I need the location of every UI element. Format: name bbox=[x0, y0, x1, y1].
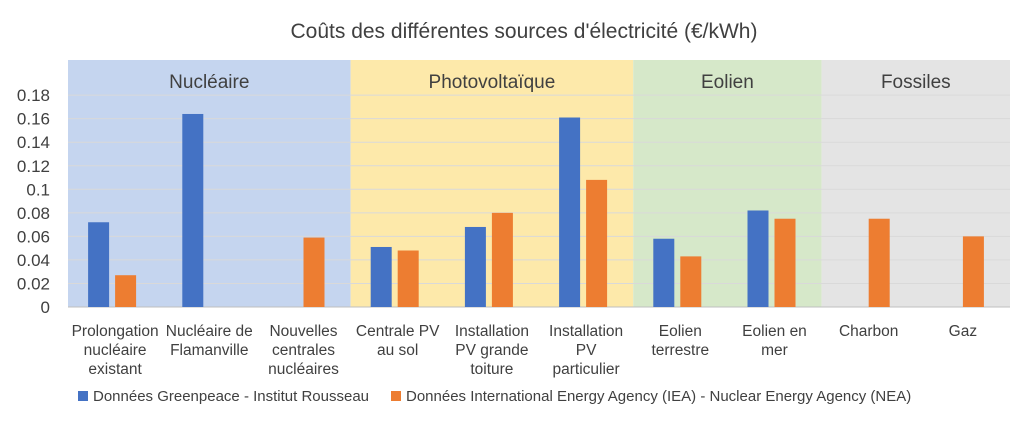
bars bbox=[88, 113, 984, 308]
y-tick-label: 0 bbox=[41, 298, 50, 317]
x-tick-label-line: PV bbox=[576, 342, 597, 359]
x-tick-label-line: mer bbox=[761, 342, 788, 359]
x-tick-label-line: nucléaires bbox=[268, 361, 339, 378]
bar bbox=[747, 210, 769, 307]
x-tick-label: Centrale PV au sol bbox=[356, 323, 440, 359]
x-tick-label: Prolongation nucléaire existant bbox=[72, 323, 159, 378]
bar bbox=[88, 222, 110, 307]
group-label: Fossiles bbox=[881, 72, 951, 93]
bar bbox=[559, 117, 581, 308]
bar bbox=[370, 246, 392, 307]
group-label: Nucléaire bbox=[169, 72, 249, 93]
y-tick-label: 0.06 bbox=[17, 227, 50, 246]
bar bbox=[182, 113, 204, 307]
x-tick-label-line: Prolongation bbox=[72, 323, 159, 340]
bar bbox=[653, 238, 675, 307]
x-tick-label-line: existant bbox=[88, 361, 142, 378]
x-tick-label: Eolien terrestre bbox=[651, 323, 709, 359]
legend-swatch bbox=[391, 391, 401, 401]
x-tick-label: Charbon bbox=[839, 323, 898, 340]
bar bbox=[774, 218, 796, 307]
x-tick-label-line: Centrale PV bbox=[356, 323, 440, 340]
x-tick-label: Installation PV particulier bbox=[549, 323, 623, 378]
x-tick-label-line: toiture bbox=[470, 361, 513, 378]
group-label: Eolien bbox=[701, 72, 754, 93]
bar bbox=[680, 256, 702, 307]
x-tick-label-line: Installation bbox=[549, 323, 623, 340]
x-tick-label-line: Flamanville bbox=[170, 342, 248, 359]
y-tick-label: 0.02 bbox=[17, 274, 50, 293]
bar bbox=[868, 218, 890, 307]
grid bbox=[68, 94, 1010, 308]
legend: Données Greenpeace - Institut Rousseau Do… bbox=[78, 388, 911, 405]
bar bbox=[491, 212, 513, 307]
x-tick-label-line: Installation bbox=[455, 323, 529, 340]
x-tick-label-line: particulier bbox=[552, 361, 619, 378]
x-axis: Prolongation nucléaire existant Nucléaire d… bbox=[72, 323, 978, 378]
x-tick-label-line: Nucléaire de bbox=[166, 323, 253, 340]
y-tick-label: 0.12 bbox=[17, 157, 50, 176]
bar bbox=[464, 226, 486, 307]
legend-swatch bbox=[78, 391, 88, 401]
legend-label: Données Greenpeace - Institut Rousseau bbox=[93, 388, 369, 405]
x-tick-label-line: Eolien bbox=[659, 323, 702, 340]
x-tick-label-line: terrestre bbox=[651, 342, 709, 359]
x-tick-label-line: au sol bbox=[377, 342, 418, 359]
y-axis: 0 0.02 0.04 0.06 0.08 0.1 0.12 0.14 0.16 0.18 bbox=[17, 86, 50, 317]
y-tick-label: 0.16 bbox=[17, 110, 50, 129]
x-tick-label: Nouvelles centrales nucléaires bbox=[268, 323, 339, 378]
y-tick-label: 0.08 bbox=[17, 204, 50, 223]
legend-label: Données International Energy Agency (IEA… bbox=[406, 388, 911, 405]
bar bbox=[303, 237, 325, 307]
group-label: Photovoltaïque bbox=[429, 72, 556, 93]
x-tick-label-line: Charbon bbox=[839, 323, 898, 340]
y-tick-label: 0.1 bbox=[26, 180, 50, 199]
x-tick-label-line: centrales bbox=[272, 342, 335, 359]
x-tick-label: Eolien en mer bbox=[742, 323, 807, 359]
y-tick-label: 0.18 bbox=[17, 86, 50, 105]
x-tick-label-line: nucléaire bbox=[84, 342, 147, 359]
y-tick-label: 0.14 bbox=[17, 133, 50, 152]
bar bbox=[962, 236, 984, 307]
x-tick-label-line: PV grande bbox=[455, 342, 528, 359]
x-tick-label-line: Nouvelles bbox=[269, 323, 337, 340]
x-tick-label: Nucléaire de Flamanville bbox=[166, 323, 253, 359]
bar bbox=[115, 275, 137, 307]
bar bbox=[397, 250, 419, 307]
chart-title: Coûts des différentes sources d'électric… bbox=[291, 20, 758, 43]
x-tick-label: Installation PV grande toiture bbox=[455, 323, 529, 378]
x-tick-label-line: Gaz bbox=[949, 323, 977, 340]
x-tick-label-line: Eolien en bbox=[742, 323, 807, 340]
x-tick-label: Gaz bbox=[949, 323, 977, 340]
bar bbox=[586, 179, 608, 307]
y-tick-label: 0.04 bbox=[17, 251, 50, 270]
